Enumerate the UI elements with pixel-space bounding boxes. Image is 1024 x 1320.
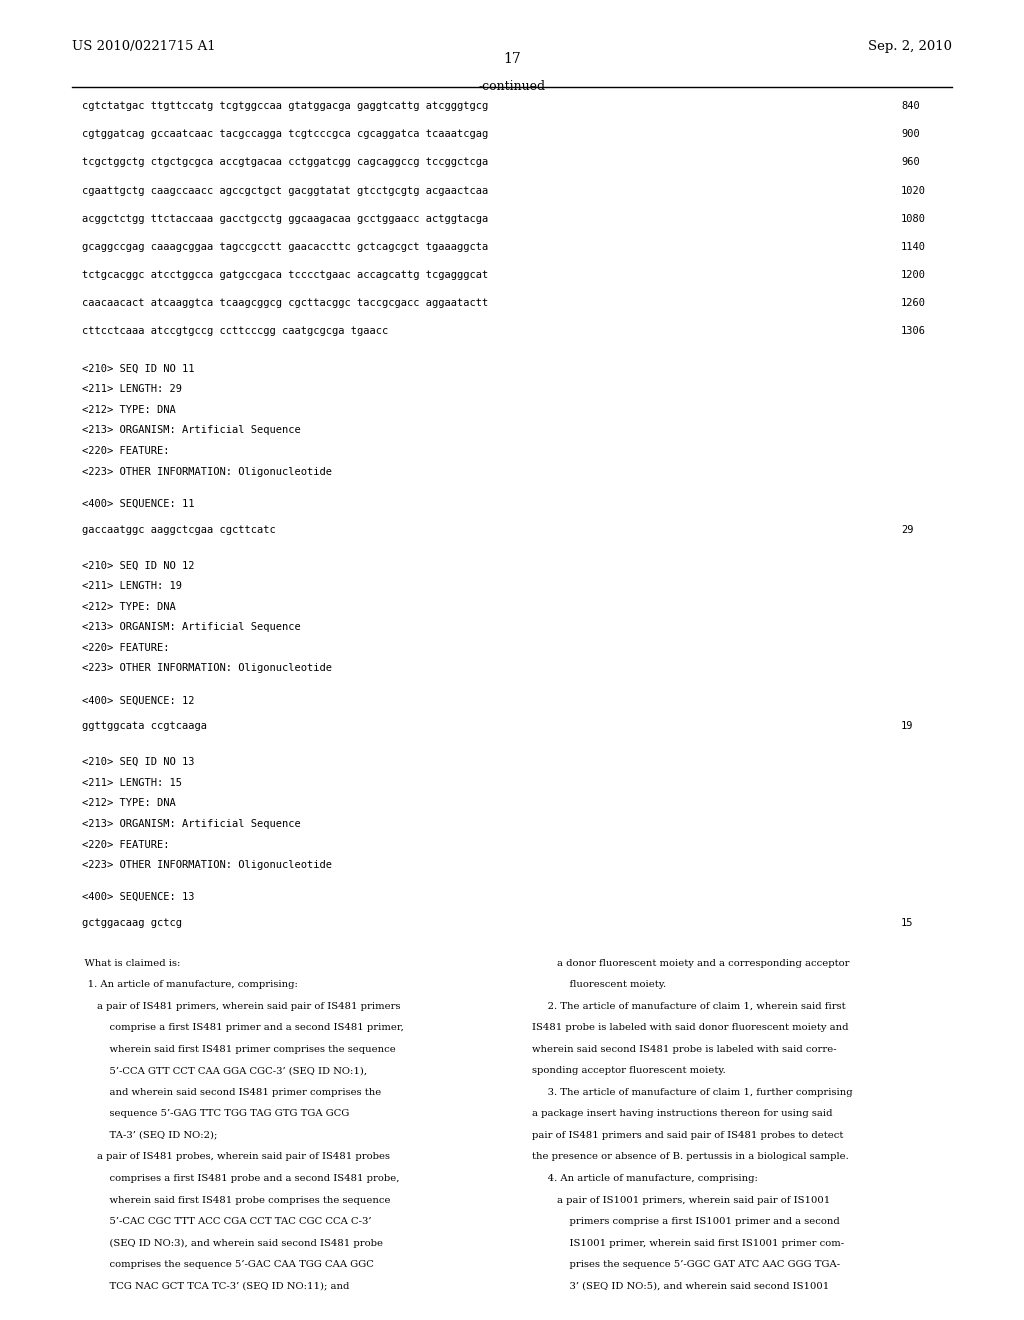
Text: and wherein said second IS481 primer comprises the: and wherein said second IS481 primer com… — [72, 1088, 381, 1097]
Text: cttcctcaaa atccgtgccg ccttcccgg caatgcgcga tgaacc: cttcctcaaa atccgtgccg ccttcccgg caatgcgc… — [82, 326, 388, 337]
Text: prises the sequence 5’-GGC GAT ATC AAC GGG TGA-: prises the sequence 5’-GGC GAT ATC AAC G… — [532, 1261, 841, 1270]
Text: 1140: 1140 — [901, 242, 926, 252]
Text: -continued: -continued — [478, 79, 546, 92]
Text: tctgcacggc atcctggcca gatgccgaca tcccctgaac accagcattg tcgagggcat: tctgcacggc atcctggcca gatgccgaca tcccctg… — [82, 269, 488, 280]
Text: 5’-CCA GTT CCT CAA GGA CGC-3’ (SEQ ID NO:1),: 5’-CCA GTT CCT CAA GGA CGC-3’ (SEQ ID NO… — [72, 1067, 367, 1076]
Text: gcaggccgag caaagcggaa tagccgcctt gaacaccttc gctcagcgct tgaaaggcta: gcaggccgag caaagcggaa tagccgcctt gaacacc… — [82, 242, 488, 252]
Text: <400> SEQUENCE: 12: <400> SEQUENCE: 12 — [82, 696, 195, 705]
Text: <223> OTHER INFORMATION: Oligonucleotide: <223> OTHER INFORMATION: Oligonucleotide — [82, 664, 332, 673]
Text: gctggacaag gctcg: gctggacaag gctcg — [82, 919, 182, 928]
Text: <223> OTHER INFORMATION: Oligonucleotide: <223> OTHER INFORMATION: Oligonucleotide — [82, 466, 332, 477]
Text: 900: 900 — [901, 129, 920, 140]
Text: pair of IS481 primers and said pair of IS481 probes to detect: pair of IS481 primers and said pair of I… — [532, 1131, 844, 1140]
Text: 5’-CAC CGC TTT ACC CGA CCT TAC CGC CCA C-3’: 5’-CAC CGC TTT ACC CGA CCT TAC CGC CCA C… — [72, 1217, 371, 1226]
Text: 1200: 1200 — [901, 269, 926, 280]
Text: <220> FEATURE:: <220> FEATURE: — [82, 840, 169, 850]
Text: sequence 5’-GAG TTC TGG TAG GTG TGA GCG: sequence 5’-GAG TTC TGG TAG GTG TGA GCG — [72, 1109, 349, 1118]
Text: TA-3’ (SEQ ID NO:2);: TA-3’ (SEQ ID NO:2); — [72, 1131, 217, 1140]
Text: comprises the sequence 5’-GAC CAA TGG CAA GGC: comprises the sequence 5’-GAC CAA TGG CA… — [72, 1261, 374, 1270]
Text: <400> SEQUENCE: 11: <400> SEQUENCE: 11 — [82, 499, 195, 508]
Text: fluorescent moiety.: fluorescent moiety. — [532, 979, 667, 989]
Text: TCG NAC GCT TCA TC-3’ (SEQ ID NO:11); and: TCG NAC GCT TCA TC-3’ (SEQ ID NO:11); an… — [72, 1282, 349, 1291]
Text: cgaattgctg caagccaacc agccgctgct gacggtatat gtcctgcgtg acgaactcaa: cgaattgctg caagccaacc agccgctgct gacggta… — [82, 186, 488, 195]
Text: <213> ORGANISM: Artificial Sequence: <213> ORGANISM: Artificial Sequence — [82, 425, 301, 436]
Text: <212> TYPE: DNA: <212> TYPE: DNA — [82, 602, 176, 611]
Text: 3’ (SEQ ID NO:5), and wherein said second IS1001: 3’ (SEQ ID NO:5), and wherein said secon… — [532, 1282, 829, 1291]
Text: <220> FEATURE:: <220> FEATURE: — [82, 643, 169, 653]
Text: 19: 19 — [901, 722, 913, 731]
Text: 17: 17 — [503, 51, 521, 66]
Text: cgtggatcag gccaatcaac tacgccagga tcgtcccgca cgcaggatca tcaaatcgag: cgtggatcag gccaatcaac tacgccagga tcgtccc… — [82, 129, 488, 140]
Text: 960: 960 — [901, 157, 920, 168]
Text: <213> ORGANISM: Artificial Sequence: <213> ORGANISM: Artificial Sequence — [82, 818, 301, 829]
Text: the presence or absence of B. pertussis in a biological sample.: the presence or absence of B. pertussis … — [532, 1152, 849, 1162]
Text: 29: 29 — [901, 525, 913, 535]
Text: 2. The article of manufacture of claim 1, wherein said first: 2. The article of manufacture of claim 1… — [532, 1002, 846, 1011]
Text: IS1001 primer, wherein said first IS1001 primer com-: IS1001 primer, wherein said first IS1001… — [532, 1238, 845, 1247]
Text: <210> SEQ ID NO 12: <210> SEQ ID NO 12 — [82, 560, 195, 570]
Text: <211> LENGTH: 19: <211> LENGTH: 19 — [82, 581, 182, 591]
Text: wherein said second IS481 probe is labeled with said corre-: wherein said second IS481 probe is label… — [532, 1044, 837, 1053]
Text: (SEQ ID NO:3), and wherein said second IS481 probe: (SEQ ID NO:3), and wherein said second I… — [72, 1238, 383, 1247]
Text: <212> TYPE: DNA: <212> TYPE: DNA — [82, 405, 176, 414]
Text: a package insert having instructions thereon for using said: a package insert having instructions the… — [532, 1109, 833, 1118]
Text: <212> TYPE: DNA: <212> TYPE: DNA — [82, 799, 176, 808]
Text: <210> SEQ ID NO 13: <210> SEQ ID NO 13 — [82, 758, 195, 767]
Text: <213> ORGANISM: Artificial Sequence: <213> ORGANISM: Artificial Sequence — [82, 622, 301, 632]
Text: 1020: 1020 — [901, 186, 926, 195]
Text: wherein said first IS481 probe comprises the sequence: wherein said first IS481 probe comprises… — [72, 1196, 390, 1205]
Text: sponding acceptor fluorescent moiety.: sponding acceptor fluorescent moiety. — [532, 1067, 726, 1076]
Text: comprises a first IS481 probe and a second IS481 probe,: comprises a first IS481 probe and a seco… — [72, 1173, 399, 1183]
Text: ggttggcata ccgtcaaga: ggttggcata ccgtcaaga — [82, 722, 207, 731]
Text: 15: 15 — [901, 919, 913, 928]
Text: What is claimed is:: What is claimed is: — [72, 958, 180, 968]
Text: a pair of IS481 probes, wherein said pair of IS481 probes: a pair of IS481 probes, wherein said pai… — [72, 1152, 390, 1162]
Text: 1260: 1260 — [901, 298, 926, 308]
Text: a pair of IS481 primers, wherein said pair of IS481 primers: a pair of IS481 primers, wherein said pa… — [72, 1002, 400, 1011]
Text: <210> SEQ ID NO 11: <210> SEQ ID NO 11 — [82, 363, 195, 374]
Text: <220> FEATURE:: <220> FEATURE: — [82, 446, 169, 455]
Text: 3. The article of manufacture of claim 1, further comprising: 3. The article of manufacture of claim 1… — [532, 1088, 853, 1097]
Text: IS481 probe is labeled with said donor fluorescent moiety and: IS481 probe is labeled with said donor f… — [532, 1023, 849, 1032]
Text: <211> LENGTH: 29: <211> LENGTH: 29 — [82, 384, 182, 395]
Text: <400> SEQUENCE: 13: <400> SEQUENCE: 13 — [82, 892, 195, 902]
Text: a donor fluorescent moiety and a corresponding acceptor: a donor fluorescent moiety and a corresp… — [532, 958, 850, 968]
Text: caacaacact atcaaggtca tcaagcggcg cgcttacggc taccgcgacc aggaatactt: caacaacact atcaaggtca tcaagcggcg cgcttac… — [82, 298, 488, 308]
Text: a pair of IS1001 primers, wherein said pair of IS1001: a pair of IS1001 primers, wherein said p… — [532, 1196, 830, 1205]
Text: 1080: 1080 — [901, 214, 926, 223]
Text: 840: 840 — [901, 102, 920, 111]
Text: 1. An article of manufacture, comprising:: 1. An article of manufacture, comprising… — [72, 979, 298, 989]
Text: primers comprise a first IS1001 primer and a second: primers comprise a first IS1001 primer a… — [532, 1217, 841, 1226]
Text: tcgctggctg ctgctgcgca accgtgacaa cctggatcgg cagcaggccg tccggctcga: tcgctggctg ctgctgcgca accgtgacaa cctggat… — [82, 157, 488, 168]
Text: 4. An article of manufacture, comprising:: 4. An article of manufacture, comprising… — [532, 1173, 759, 1183]
Text: gaccaatggc aaggctcgaa cgcttcatc: gaccaatggc aaggctcgaa cgcttcatc — [82, 525, 275, 535]
Text: Sep. 2, 2010: Sep. 2, 2010 — [868, 41, 952, 53]
Text: comprise a first IS481 primer and a second IS481 primer,: comprise a first IS481 primer and a seco… — [72, 1023, 403, 1032]
Text: <211> LENGTH: 15: <211> LENGTH: 15 — [82, 777, 182, 788]
Text: acggctctgg ttctaccaaa gacctgcctg ggcaagacaa gcctggaacc actggtacga: acggctctgg ttctaccaaa gacctgcctg ggcaaga… — [82, 214, 488, 223]
Text: 1306: 1306 — [901, 326, 926, 337]
Text: wherein said first IS481 primer comprises the sequence: wherein said first IS481 primer comprise… — [72, 1044, 395, 1053]
Text: US 2010/0221715 A1: US 2010/0221715 A1 — [72, 41, 215, 53]
Text: cgtctatgac ttgttccatg tcgtggccaa gtatggacga gaggtcattg atcgggtgcg: cgtctatgac ttgttccatg tcgtggccaa gtatgga… — [82, 102, 488, 111]
Text: <223> OTHER INFORMATION: Oligonucleotide: <223> OTHER INFORMATION: Oligonucleotide — [82, 861, 332, 870]
